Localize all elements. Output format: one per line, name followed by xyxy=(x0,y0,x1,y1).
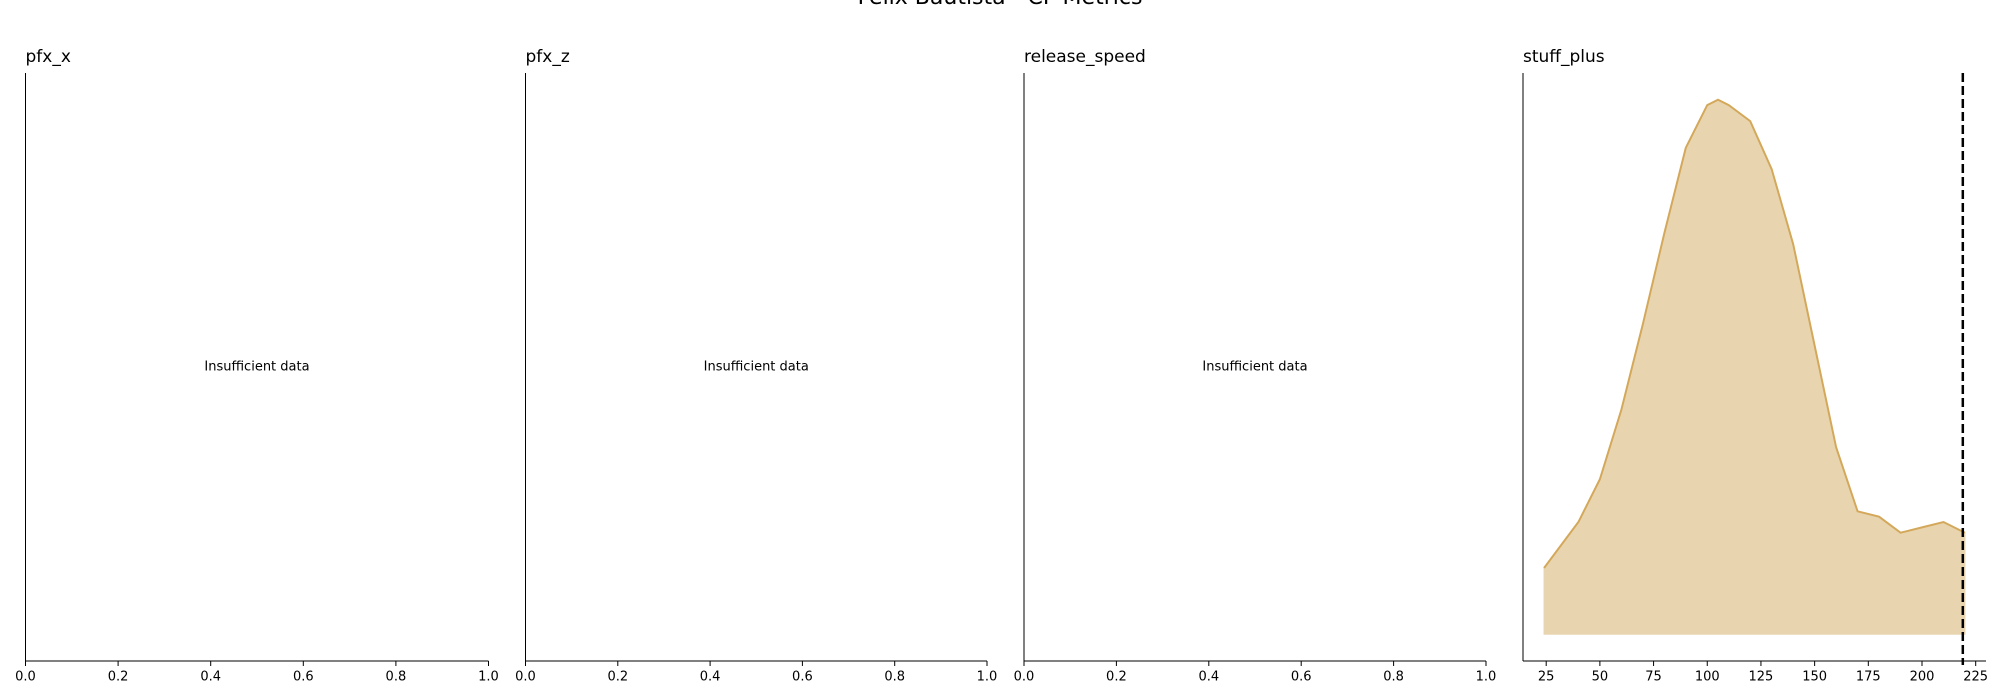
x-tick-label: 50 xyxy=(1592,670,1609,685)
x-tick-label: 0.8 xyxy=(884,670,905,685)
x-tick-label: 25 xyxy=(1538,670,1555,685)
x-tick-label: 75 xyxy=(1645,670,1662,685)
x-tick-label: 0.0 xyxy=(1014,670,1035,685)
x-tick-label: 0.6 xyxy=(1291,670,1312,685)
x-tick-label: 0.0 xyxy=(515,670,536,685)
x-tick-label: 175 xyxy=(1856,670,1881,685)
annotation: Insufficient data xyxy=(1202,360,1307,375)
x-tick-label: 0.4 xyxy=(200,670,221,685)
x-tick-label: 225 xyxy=(1963,670,1988,685)
x-tick-label: 200 xyxy=(1910,670,1935,685)
x-tick-label: 0.6 xyxy=(293,670,314,685)
x-tick-label: 0.8 xyxy=(386,670,407,685)
annotation: Insufficient data xyxy=(204,360,309,375)
x-tick-label: 0.8 xyxy=(1383,670,1404,685)
panel-title: stuff_plus xyxy=(1523,47,1605,67)
x-tick-label: 0.4 xyxy=(700,670,721,685)
density-area xyxy=(1543,99,1966,635)
x-tick-label: 0.6 xyxy=(792,670,813,685)
x-tick-label: 125 xyxy=(1749,670,1774,685)
x-tick-label: 1.0 xyxy=(478,670,499,685)
panel-title: pfx_z xyxy=(526,47,570,67)
x-tick-label: 1.0 xyxy=(1476,670,1497,685)
annotation: Insufficient data xyxy=(704,360,809,375)
x-tick-label: 0.2 xyxy=(607,670,628,685)
density-line xyxy=(1543,98,1966,569)
figure-title: Felix Bautista - CF Metrics xyxy=(858,0,1143,10)
x-tick-label: 100 xyxy=(1695,670,1720,685)
panel-title: release_speed xyxy=(1024,47,1146,67)
x-tick-label: 0.2 xyxy=(1106,670,1127,685)
x-tick-label: 1.0 xyxy=(977,670,998,685)
x-tick-label: 0.4 xyxy=(1198,670,1219,685)
panel-title: pfx_x xyxy=(26,47,71,67)
x-tick-label: 150 xyxy=(1802,670,1827,685)
x-tick-label: 0.2 xyxy=(108,670,129,685)
x-tick-label: 0.0 xyxy=(15,670,36,685)
